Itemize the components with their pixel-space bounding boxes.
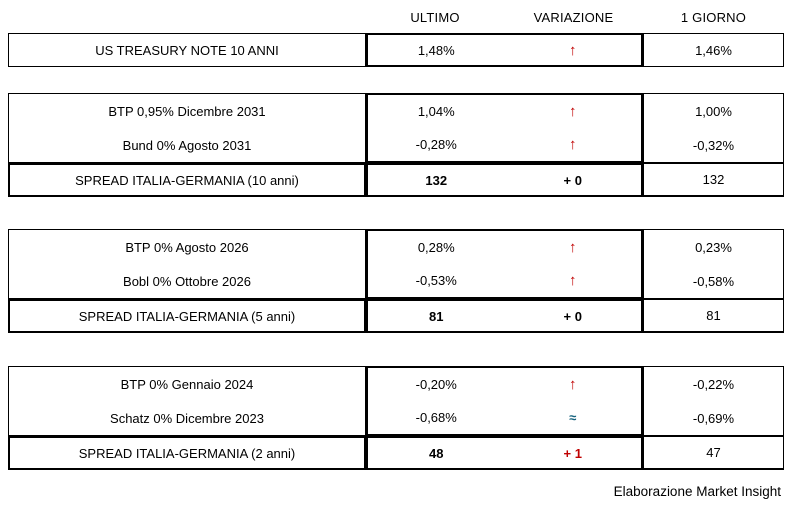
up-arrow-icon: ↑ [569, 376, 577, 393]
giorno-value: 1,00% [695, 103, 732, 119]
giorno-cell: 1,46% [643, 33, 784, 67]
giorno-cell: 1,00% -0,32% [643, 93, 784, 163]
column-header-variazione: VARIAZIONE [533, 10, 614, 25]
approx-equal-icon: ≈ [569, 410, 577, 425]
up-arrow-icon: ↑ [569, 239, 577, 256]
values-cell: 1,04% ↑ -0,28% ↑ [366, 93, 643, 163]
giorno-value: -0,32% [692, 137, 735, 153]
up-arrow-icon: ↑ [569, 103, 577, 120]
spread-values-cell: 48 + 1 [366, 436, 643, 470]
spread-label-cell: SPREAD ITALIA-GERMANIA (10 anni) [8, 163, 366, 197]
bond-label: BTP 0,95% Dicembre 2031 [108, 103, 266, 119]
ultimo-value: 1,04% [417, 104, 455, 119]
label-cell: US TREASURY NOTE 10 ANNI [8, 33, 366, 67]
spread-variazione-value: + 0 [563, 172, 582, 188]
label-cell: BTP 0,95% Dicembre 2031 Bund 0% Agosto 2… [8, 93, 366, 163]
giorno-cell: 0,23% -0,58% [643, 229, 784, 299]
giorno-value: 1,46% [695, 42, 732, 58]
values-cell: 0,28% ↑ -0,53% ↑ [366, 229, 643, 299]
spread-values-cell: 132 + 0 [366, 163, 643, 197]
up-arrow-icon: ↑ [569, 272, 577, 289]
spread-giorno-cell: 132 [643, 163, 784, 197]
spread-variazione-value: + 1 [563, 445, 582, 461]
bond-label: Bund 0% Agosto 2031 [122, 137, 252, 153]
spread-giorno-value: 81 [706, 308, 721, 323]
spread-giorno-cell: 81 [643, 299, 784, 333]
spread-variazione-value: + 0 [563, 308, 582, 324]
giorno-value: -0,58% [692, 273, 735, 289]
spread-label: SPREAD ITALIA-GERMANIA (2 anni) [78, 445, 296, 461]
label-cell: BTP 0% Gennaio 2024 Schatz 0% Dicembre 2… [8, 366, 366, 436]
ultimo-value: -0,20% [415, 377, 457, 392]
spread-values-cell: 81 + 0 [366, 299, 643, 333]
ultimo-value: 0,28% [417, 240, 455, 255]
up-arrow-icon: ↑ [569, 136, 577, 153]
spread-label-cell: SPREAD ITALIA-GERMANIA (5 anni) [8, 299, 366, 333]
column-header-ultimo: ULTIMO [410, 10, 460, 25]
spread-ultimo-value: 48 [429, 445, 444, 461]
values-cell: -0,20% ↑ -0,68% ≈ [366, 366, 643, 436]
ultimo-value: -0,28% [415, 137, 457, 152]
bond-label: Bobl 0% Ottobre 2026 [123, 273, 251, 289]
spread-ultimo-value: 81 [429, 308, 444, 324]
spread-giorno-cell: 47 [643, 436, 784, 470]
ultimo-value: -0,68% [415, 410, 457, 425]
bond-label: US TREASURY NOTE 10 ANNI [95, 42, 279, 58]
spread-label: SPREAD ITALIA-GERMANIA (10 anni) [75, 172, 299, 188]
spread-ultimo-value: 132 [425, 172, 448, 188]
bond-label: BTP 0% Gennaio 2024 [120, 376, 254, 392]
spread-label-cell: SPREAD ITALIA-GERMANIA (2 anni) [8, 436, 366, 470]
up-arrow-icon: ↑ [569, 41, 577, 59]
bond-label: Schatz 0% Dicembre 2023 [110, 410, 264, 426]
giorno-value: -0,22% [692, 376, 735, 392]
ultimo-value: -0,53% [415, 273, 457, 288]
spread-label: SPREAD ITALIA-GERMANIA (5 anni) [78, 308, 296, 324]
values-cell: 1,48% ↑ [366, 33, 643, 67]
column-header-1giorno: 1 GIORNO [680, 10, 747, 25]
spread-giorno-value: 47 [706, 445, 721, 460]
bond-label: BTP 0% Agosto 2026 [125, 239, 249, 255]
giorno-value: -0,69% [692, 410, 735, 426]
giorno-value: 0,23% [695, 239, 732, 255]
ultimo-value: 1,48% [417, 42, 455, 58]
spread-giorno-value: 132 [702, 172, 725, 187]
label-cell: BTP 0% Agosto 2026 Bobl 0% Ottobre 2026 [8, 229, 366, 299]
source-note: Elaborazione Market Insight [613, 484, 781, 499]
giorno-cell: -0,22% -0,69% [643, 366, 784, 436]
